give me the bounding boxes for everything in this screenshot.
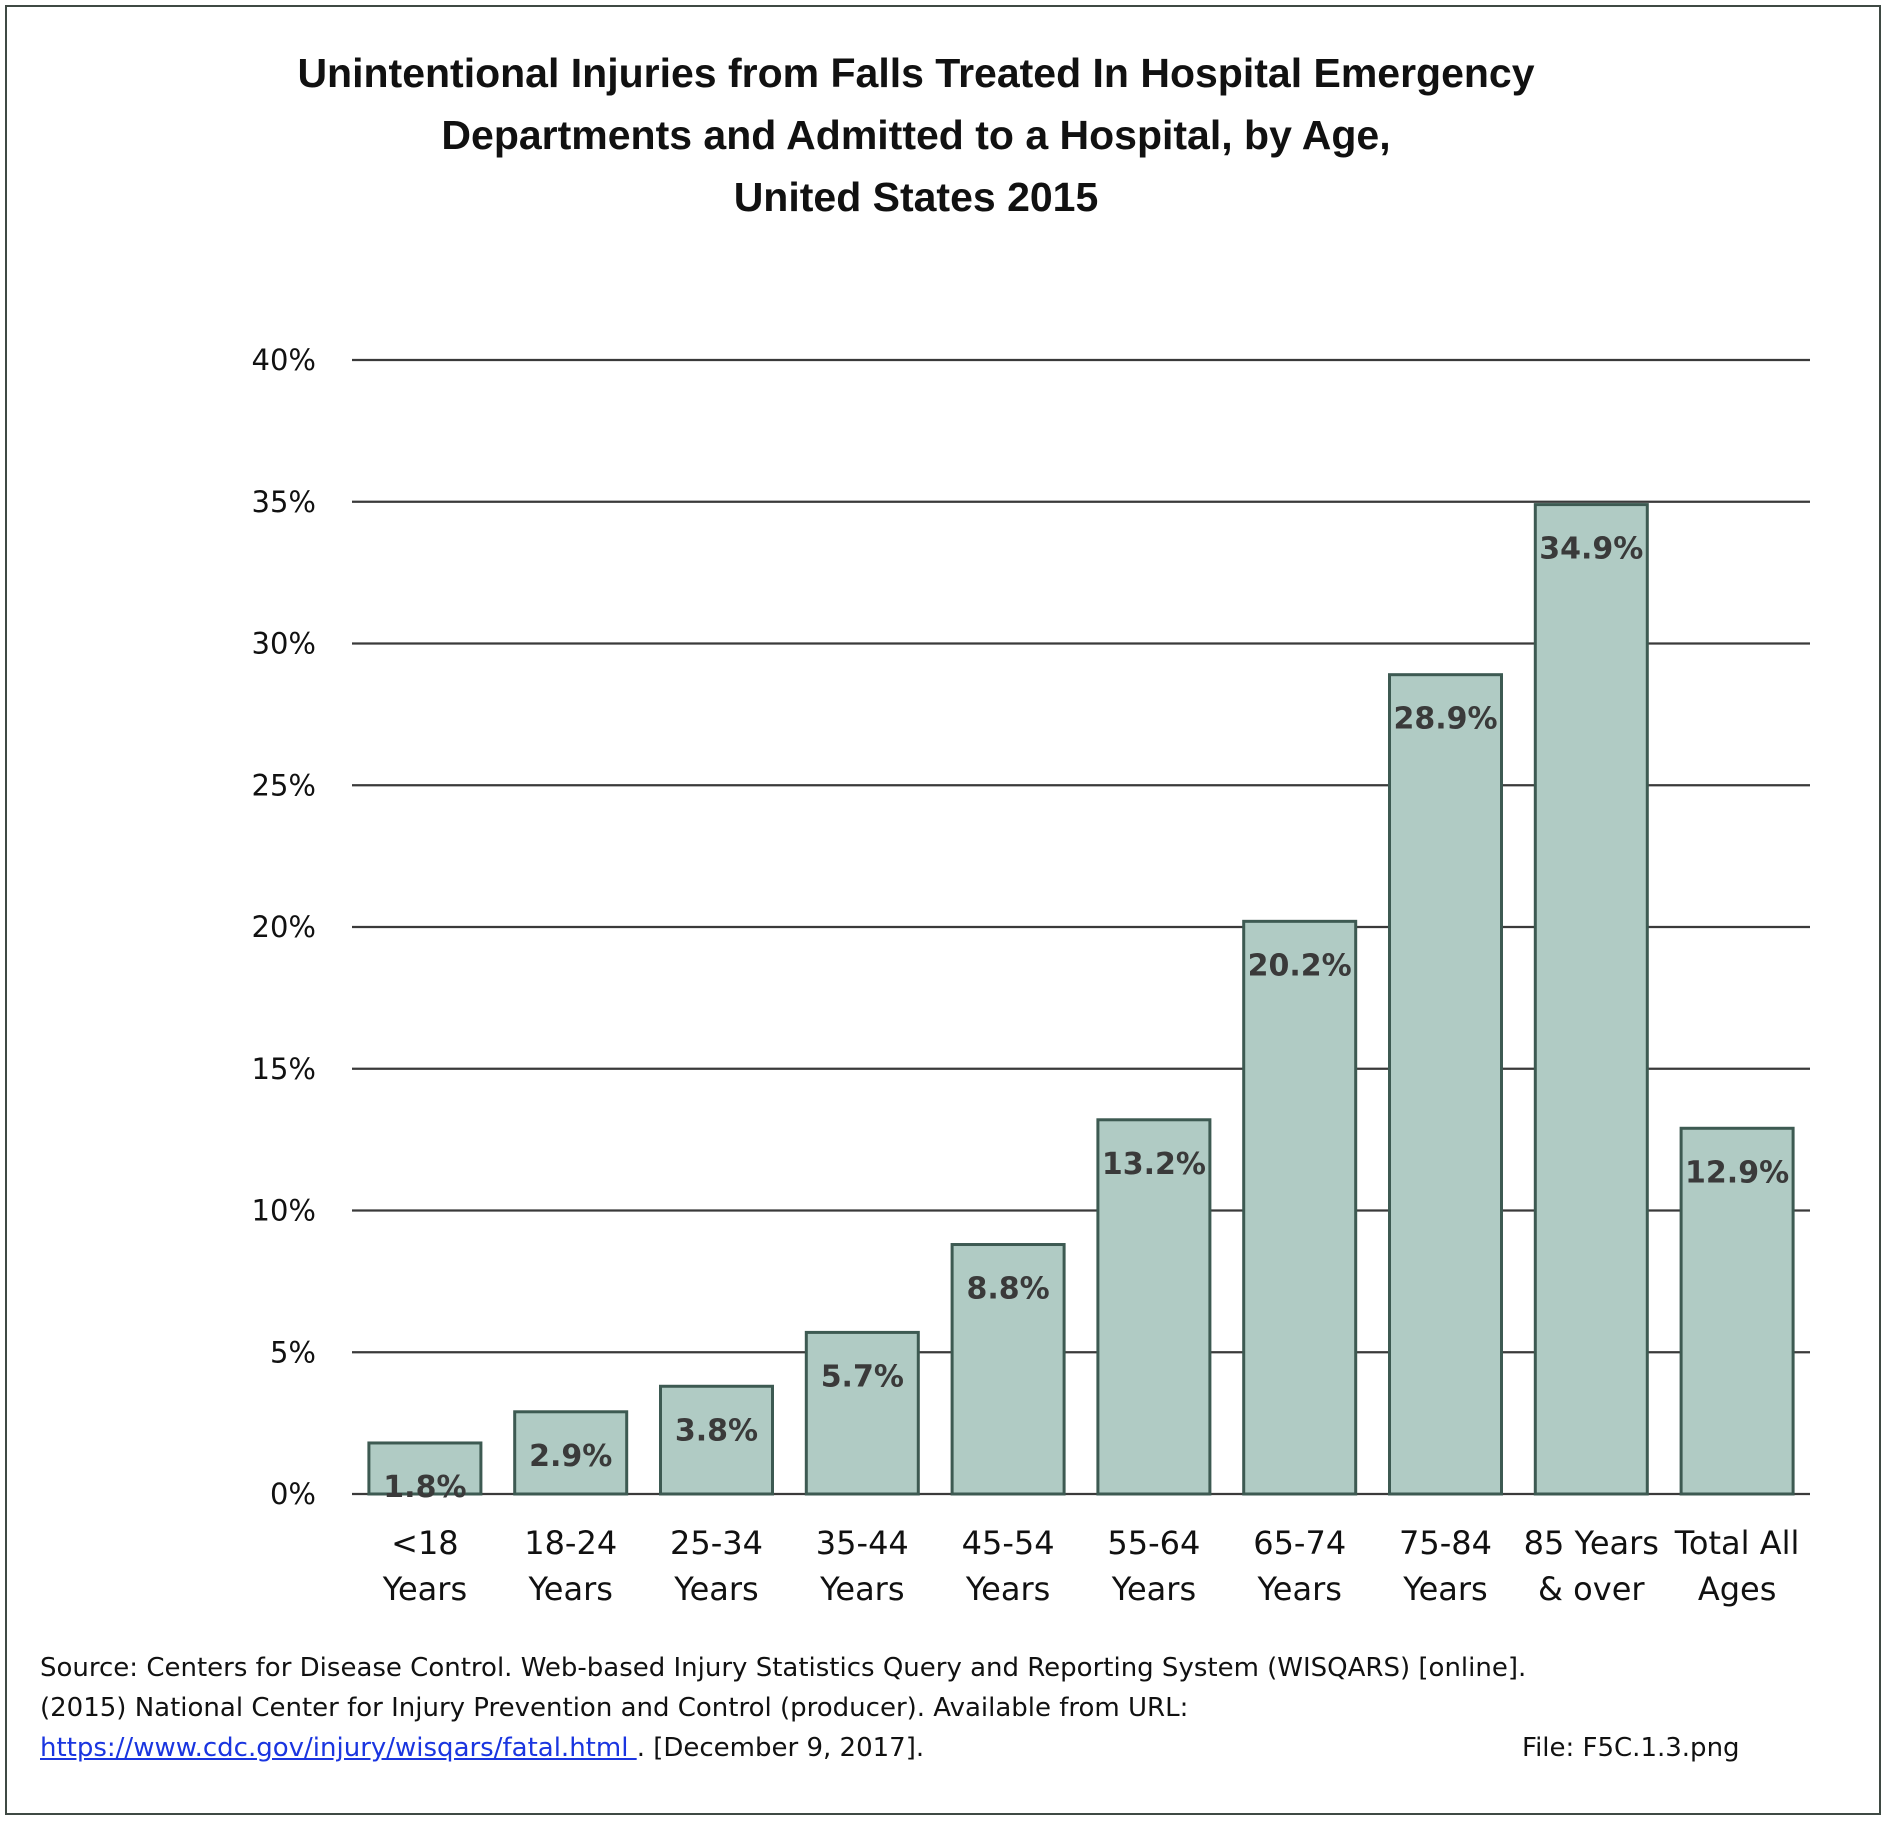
x-tick-label: Years <box>819 1570 904 1608</box>
y-tick-label: 15% <box>252 1052 316 1086</box>
bar <box>1388 673 1503 1496</box>
data-label: 5.7% <box>821 1359 904 1394</box>
bar <box>1242 919 1358 1496</box>
source-note: Source: Centers for Disease Control. Web… <box>40 1648 1840 1768</box>
x-tick-label: Years <box>1402 1570 1487 1608</box>
x-tick-label: & over <box>1538 1570 1645 1608</box>
source-url-link[interactable]: https://www.cdc.gov/injury/wisqars/fatal… <box>40 1733 637 1763</box>
data-label: 3.8% <box>675 1413 758 1448</box>
source-line-3: https://www.cdc.gov/injury/wisqars/fatal… <box>40 1728 1840 1768</box>
x-tick-label: 25-34 <box>670 1524 763 1562</box>
y-axis-tick-labels: 0% 5% 10% 15% 20% 25% 30% 35% 40% <box>252 343 316 1511</box>
x-tick-label: 18-24 <box>524 1524 617 1562</box>
chart-frame <box>5 5 1881 1815</box>
chart-title-line: Unintentional Injuries from Falls Treate… <box>297 50 1535 96</box>
bar <box>513 1410 629 1496</box>
data-label: 12.9% <box>1685 1155 1789 1190</box>
data-label: 28.9% <box>1393 702 1497 737</box>
data-label: 2.9% <box>529 1439 612 1474</box>
x-tick-label: Years <box>673 1570 758 1608</box>
bar <box>659 1384 774 1496</box>
data-label: 8.8% <box>966 1272 1049 1307</box>
x-tick-label: 35-44 <box>816 1524 909 1562</box>
x-tick-label: 55-64 <box>1107 1524 1200 1562</box>
y-tick-label: 40% <box>252 343 316 377</box>
file-label: File: F5C.1.3.png <box>1522 1733 1740 1763</box>
data-label: 1.8% <box>383 1470 466 1505</box>
x-tick-label: Total All <box>1674 1524 1800 1562</box>
chart-title-line: United States 2015 <box>733 174 1099 220</box>
bar <box>804 1330 920 1496</box>
x-tick-label: Years <box>965 1570 1050 1608</box>
x-axis-tick-labels: <18 Years 18-24 Years 25-34 Years 35-44 Years 45… <box>382 1524 1800 1608</box>
y-tick-label: 35% <box>252 485 316 519</box>
bar <box>1679 1126 1795 1496</box>
bars <box>367 503 1795 1496</box>
x-tick-label: Years <box>382 1570 467 1608</box>
bar <box>950 1243 1066 1496</box>
bar <box>1533 503 1649 1496</box>
data-labels: 1.8% 2.9% 3.8% 5.7% 8.8% 13.2% 20.2% 28.9% 34.9%… <box>383 532 1789 1505</box>
y-tick-label: 25% <box>252 768 316 802</box>
y-tick-label: 30% <box>252 627 316 661</box>
y-tick-label: 20% <box>252 910 316 944</box>
bar <box>367 1441 483 1496</box>
source-line-1: Source: Centers for Disease Control. Web… <box>40 1653 1527 1683</box>
x-tick-label: 65-74 <box>1253 1524 1346 1562</box>
bar-chart: 0% 5% 10% 15% 20% 25% 30% 35% 40% 1.8% 2.9% 3.8% 5.… <box>252 343 1810 1608</box>
x-tick-label: Years <box>1256 1570 1341 1608</box>
x-tick-label: <18 <box>391 1524 459 1562</box>
data-label: 34.9% <box>1539 532 1643 567</box>
y-tick-label: 0% <box>270 1477 316 1511</box>
x-tick-label: 45-54 <box>962 1524 1055 1562</box>
data-label: 20.2% <box>1248 948 1352 983</box>
bar <box>1096 1118 1212 1496</box>
x-tick-label: 85 Years <box>1524 1524 1659 1562</box>
chart-title: Unintentional Injuries from Falls Treate… <box>0 42 1832 228</box>
chart-title-line: Departments and Admitted to a Hospital, … <box>441 112 1391 158</box>
data-label: 13.2% <box>1102 1147 1206 1182</box>
x-tick-label: 75-84 <box>1399 1524 1492 1562</box>
x-tick-label: Years <box>527 1570 612 1608</box>
x-tick-label: Years <box>1111 1570 1196 1608</box>
y-tick-label: 5% <box>270 1335 316 1369</box>
source-date: . [December 9, 2017]. <box>636 1733 925 1763</box>
source-line-2: (2015) National Center for Injury Preven… <box>40 1693 1189 1723</box>
x-tick-label: Ages <box>1698 1570 1777 1608</box>
y-tick-label: 10% <box>252 1194 316 1228</box>
